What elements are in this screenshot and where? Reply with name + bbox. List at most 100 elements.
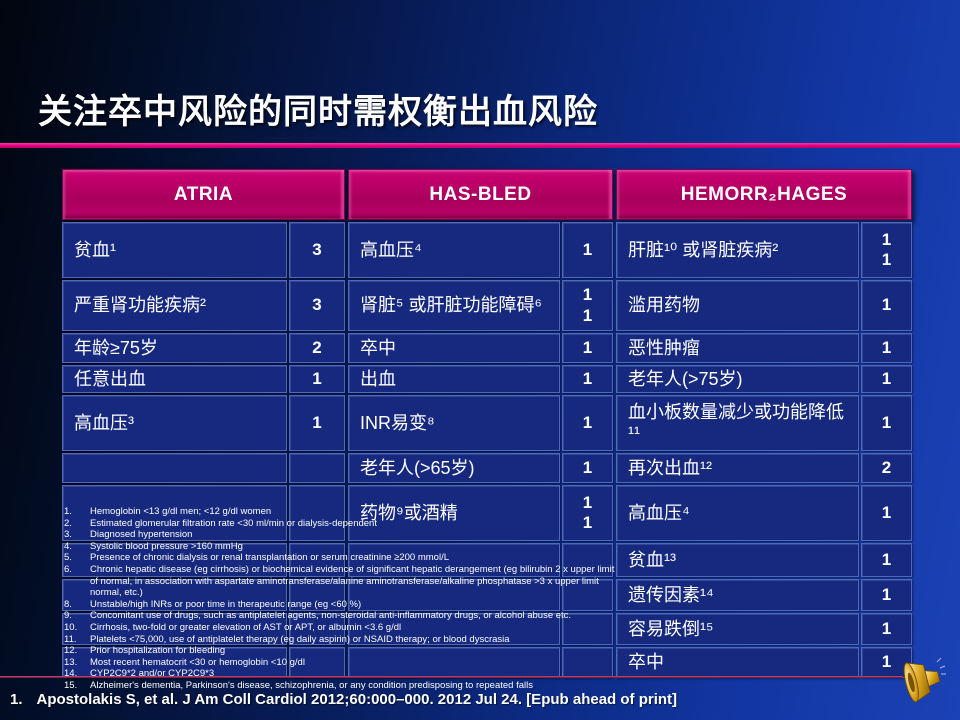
criterion-label: 严重肾功能疾病²: [62, 280, 287, 331]
bottom-divider: [0, 676, 903, 678]
points-value: 1: [861, 543, 912, 577]
table-row: 高血压⁴ 1: [348, 222, 613, 278]
table-row: 严重肾功能疾病² 3: [62, 280, 345, 331]
citation: 1. Apostolakis S, et al. J Am Coll Cardi…: [10, 691, 677, 708]
table-row: 高血压³ 1: [62, 395, 345, 451]
points-value: 1: [562, 453, 613, 483]
criterion-label: 贫血¹: [62, 222, 287, 278]
points-value: [289, 485, 345, 541]
footnote-item: 10. Cirrhosis, two-fold or greater elevat…: [64, 622, 624, 634]
atria-header-label: ATRIA: [173, 183, 234, 205]
footnote-number: 4.: [64, 540, 72, 552]
points-value: 2: [861, 453, 912, 483]
criterion-label: 肝脏¹⁰ 或肾脏疾病²: [616, 222, 859, 278]
footnote-list: 1. Hemoglobin <13 g/dl men; <12 g/dl wome…: [64, 506, 624, 692]
footnote-item: 11. Platelets <75,000, use of antiplatele…: [64, 634, 624, 646]
table-row: INR易变⁸ 1: [348, 395, 613, 451]
criterion-label: 任意出血: [62, 365, 287, 393]
footnote-number: 15.: [64, 679, 78, 691]
criterion-label: 肾脏⁵ 或肝脏功能障碍⁶: [348, 280, 560, 331]
footnote-number: 11.: [64, 633, 77, 645]
table-row: 肾脏⁵ 或肝脏功能障碍⁶ 1 1: [348, 280, 613, 331]
footnote-item: 14. CYP2C9*2 and/or CYP2C9*3: [64, 668, 624, 680]
table-row: [62, 453, 345, 483]
points-value: 1: [289, 395, 345, 451]
footnote-number: 14.: [64, 668, 78, 680]
table-row: 遗传因素¹⁴ 1: [616, 579, 912, 611]
points-value: 1: [861, 280, 912, 331]
table-row: 再次出血¹² 2: [616, 453, 912, 483]
table-row: [348, 613, 613, 645]
points-value: [562, 613, 613, 645]
footnote-text: Diagnosed hypertension: [90, 529, 193, 541]
footnote-text: Presence of chronic dialysis or renal tr…: [90, 552, 449, 564]
table-row: [62, 543, 345, 577]
criterion-label: [62, 453, 287, 483]
table-row: 恶性肿瘤 1: [616, 333, 912, 363]
criterion-label: [62, 613, 287, 645]
bleeding-risk-score-table: ATRIA 贫血¹ 3 严重肾功能疾病² 3 年龄≥75岁 2 任意出血 1 高血压³ 1…: [62, 169, 912, 680]
footnote-item: 3. Diagnosed hypertension: [64, 529, 624, 541]
criterion-label: 年龄≥75岁: [62, 333, 287, 363]
points-value: [289, 543, 345, 577]
hemorrhages-column: HEMORR₂HAGES 肝脏¹⁰ 或肾脏疾病² 1 1 滥用药物 1 恶性肿瘤 1 …: [616, 169, 912, 680]
criterion-label: [348, 579, 560, 611]
footnote-item: 5. Presence of chronic dialysis or renal …: [64, 552, 624, 564]
table-row: [62, 613, 345, 645]
table-row: [348, 647, 613, 678]
table-row: 贫血¹³ 1: [616, 543, 912, 577]
footnote-item: 15. Alzheimer's dementia, Parkinson's dis…: [64, 680, 624, 692]
footnote-number: 13.: [64, 656, 78, 668]
table-row: 年龄≥75岁 2: [62, 333, 345, 363]
criterion-label: [348, 543, 560, 577]
points-value: 1: [562, 365, 613, 393]
footnote-number: 8.: [64, 598, 72, 610]
points-value: 1: [861, 613, 912, 645]
criterion-label: 药物⁹或酒精: [348, 485, 560, 541]
table-row: 容易跌倒¹⁵ 1: [616, 613, 912, 645]
table-row: 卒中 1: [616, 647, 912, 678]
criterion-label: 高血压³: [62, 395, 287, 451]
criterion-label: 老年人(>65岁): [348, 453, 560, 483]
footnote-text: Prior hospitalization for bleeding: [90, 645, 226, 657]
footnote-text: Unstable/high INRs or poor time in thera…: [90, 598, 362, 610]
table-row: 药物⁹或酒精 1 1: [348, 485, 613, 541]
footnote-text: Alzheimer's dementia, Parkinson's diseas…: [90, 679, 533, 691]
footnote-text: Concomitant use of drugs, such as antipl…: [90, 610, 572, 622]
points-value: 1: [861, 647, 912, 678]
table-row: 贫血¹ 3: [62, 222, 345, 278]
points-value: [562, 579, 613, 611]
criterion-label: 高血压⁴: [616, 485, 859, 541]
footnote-text: Estimated glomerular filtration rate <30…: [90, 517, 377, 529]
table-row: 老年人(>65岁) 1: [348, 453, 613, 483]
table-row: 高血压⁴ 1: [616, 485, 912, 541]
footnote-number: 6.: [64, 563, 72, 575]
table-row: 滥用药物 1: [616, 280, 912, 331]
points-value: 3: [289, 222, 345, 278]
footnote-number: 10.: [64, 621, 78, 633]
points-value: 1: [562, 395, 613, 451]
hasbled-column: HAS-BLED 高血压⁴ 1 肾脏⁵ 或肝脏功能障碍⁶ 1 1 卒中 1 出血 1 I…: [348, 169, 613, 680]
points-value: 1 1: [562, 485, 613, 541]
table-row: 出血 1: [348, 365, 613, 393]
footnote-text: Platelets <75,000, use of antiplatelet t…: [90, 633, 510, 645]
points-value: 1: [861, 395, 912, 451]
table-row: 肝脏¹⁰ 或肾脏疾病² 1 1: [616, 222, 912, 278]
footnote-text: Cirrhosis, two-fold or greater elevation…: [90, 621, 402, 633]
points-value: 1: [861, 485, 912, 541]
points-value: [289, 453, 345, 483]
footnote-number: 1.: [64, 506, 72, 517]
atria-header: ATRIA: [62, 169, 345, 220]
criterion-label: [348, 613, 560, 645]
points-value: [562, 543, 613, 577]
table-row: [348, 579, 613, 611]
points-value: 1: [861, 365, 912, 393]
table-row: 血小板数量减少或功能降低¹¹ 1: [616, 395, 912, 451]
speaker-icon[interactable]: [901, 654, 947, 704]
points-value: [562, 647, 613, 678]
criterion-label: [62, 485, 287, 541]
criterion-label: 恶性肿瘤: [616, 333, 859, 363]
footnote-item: 6. Chronic hepatic disease (eg cirrhosis)…: [64, 564, 624, 599]
criterion-label: 容易跌倒¹⁵: [616, 613, 859, 645]
points-value: 1 1: [861, 222, 912, 278]
